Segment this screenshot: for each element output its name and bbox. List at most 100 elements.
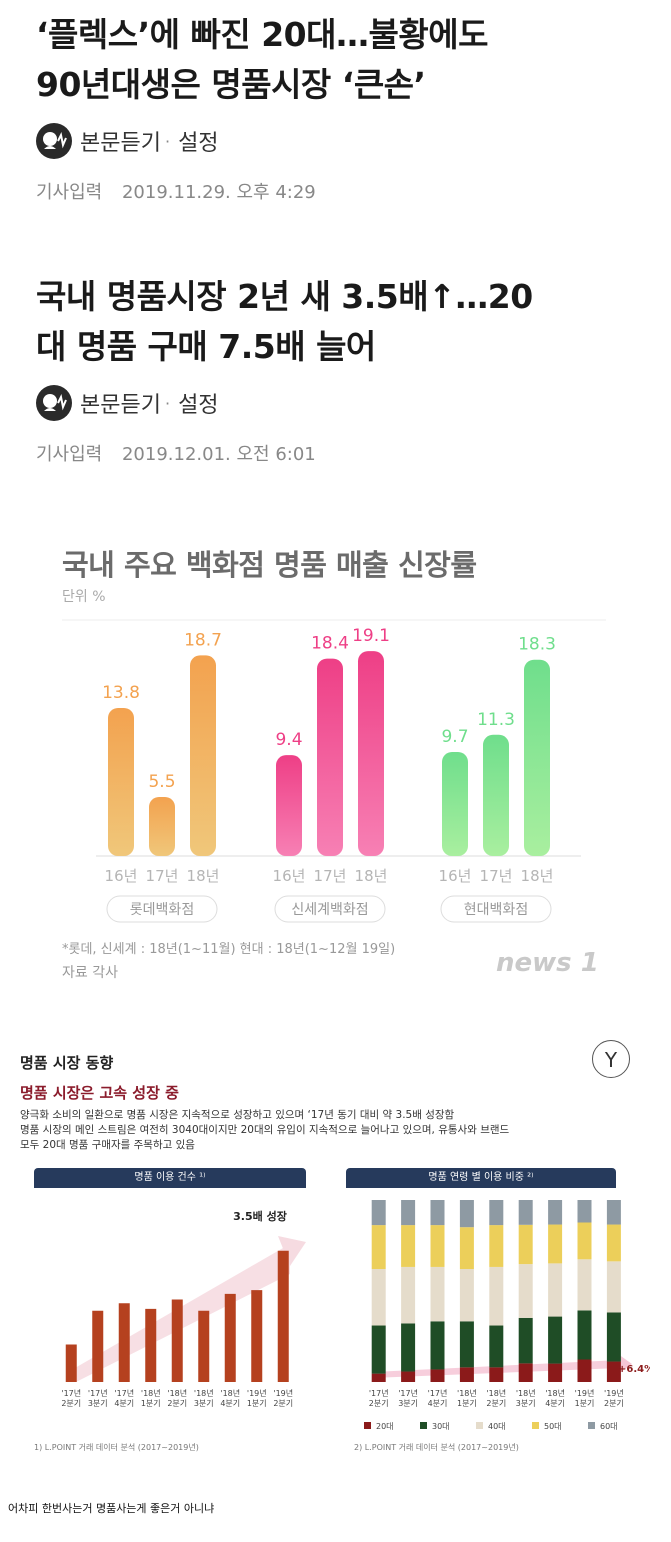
tick-label: '17년 bbox=[88, 1388, 108, 1398]
segment-20대-'17년 4분기 bbox=[430, 1369, 445, 1382]
separator: · bbox=[164, 393, 171, 413]
settings-button[interactable]: 설정 bbox=[178, 131, 219, 156]
usage-count-panel-header: 명품 이용 건수 ¹⁾ bbox=[34, 1168, 306, 1188]
listen-row: 본문듣기 · 설정 bbox=[36, 122, 646, 160]
segment-50대-'17년 3분기 bbox=[401, 1225, 416, 1267]
legend-swatch bbox=[364, 1422, 371, 1429]
report-title: 명품 시장 동향 bbox=[20, 1054, 114, 1072]
segment-50대-'18년 4분기 bbox=[548, 1224, 563, 1264]
segment-20대-'18년 1분기 bbox=[459, 1367, 474, 1382]
group-pill bbox=[106, 895, 218, 923]
bar-'18년 3분기 bbox=[198, 1310, 210, 1382]
tick-label: 1분기 bbox=[575, 1399, 595, 1408]
bar-현대백화점-17년 bbox=[483, 734, 509, 856]
headline-line-1: 국내 명품시장 2년 새 3.5배↑…20 bbox=[36, 277, 533, 316]
data-label: 5.5 bbox=[148, 772, 175, 792]
chart-source: 자료 각사 bbox=[62, 965, 118, 981]
legend-entry: 40대 bbox=[488, 1422, 506, 1431]
settings-button[interactable]: 설정 bbox=[178, 393, 219, 418]
tick-label: 3분기 bbox=[398, 1399, 418, 1408]
tick-label: 4분기 bbox=[428, 1399, 448, 1408]
tick-label: 18년 bbox=[355, 867, 388, 885]
segment-20대-'18년 3분기 bbox=[518, 1363, 533, 1382]
trend-annotation: +6.4%p bbox=[618, 1364, 650, 1375]
segment-20대-'19년 2분기 bbox=[606, 1361, 621, 1382]
chart-title: 국내 주요 백화점 명품 매출 신장률 bbox=[62, 548, 477, 582]
listen-button[interactable]: 본문듣기 bbox=[80, 393, 161, 418]
segment-20대-'18년 4분기 bbox=[548, 1363, 563, 1382]
tick-label: '18년 bbox=[220, 1388, 240, 1398]
segment-40대-'17년 4분기 bbox=[430, 1266, 445, 1322]
usage-count-footnote: 1) L.POINT 거래 데이터 분석 (2017~2019년) bbox=[34, 1443, 199, 1452]
tick-label: 16년 bbox=[105, 867, 138, 885]
segment-20대-'17년 3분기 bbox=[401, 1371, 416, 1382]
tick-label: '17년 bbox=[369, 1388, 389, 1398]
segment-60대-'17년 4분기 bbox=[430, 1200, 445, 1226]
segment-50대-'18년 1분기 bbox=[459, 1227, 474, 1270]
news1-logo: news 1 bbox=[496, 948, 599, 978]
tick-label: 3분기 bbox=[516, 1399, 536, 1408]
report-body-line: 명품 시장의 메인 스트림은 여전히 3040대이지만 20대의 유입이 지속적… bbox=[20, 1124, 510, 1136]
segment-60대-'18년 3분기 bbox=[518, 1200, 533, 1225]
tick-label: 2분기 bbox=[61, 1399, 81, 1408]
article-2-headline[interactable]: 국내 명품시장 2년 새 3.5배↑…20 대 명품 구매 7.5배 늘어 bbox=[36, 272, 646, 372]
tick-label: '19년 bbox=[604, 1388, 624, 1398]
listen-audio-icon[interactable] bbox=[36, 123, 72, 159]
date-value: 2019.11.29. 오후 4:29 bbox=[121, 182, 316, 203]
segment-50대-'18년 3분기 bbox=[518, 1224, 533, 1265]
segment-20대-'18년 2분기 bbox=[489, 1367, 504, 1382]
segment-30대-'17년 2분기 bbox=[371, 1325, 386, 1374]
segment-40대-'19년 1분기 bbox=[577, 1259, 592, 1311]
segment-20대-'17년 2분기 bbox=[371, 1373, 386, 1382]
bar-'17년 4분기 bbox=[118, 1303, 130, 1382]
bar-현대백화점-16년 bbox=[442, 751, 468, 856]
tick-label: 2분기 bbox=[604, 1399, 624, 1408]
growth-annotation: 3.5배 성장 bbox=[233, 1209, 287, 1223]
luxury-market-report: Y 명품 시장 동향 명품 시장은 고속 성장 중 양극화 소비의 일환으로 명… bbox=[14, 1030, 650, 1452]
bar-'19년 1분기 bbox=[251, 1290, 263, 1382]
article-1-headline[interactable]: ‘플렉스’에 빠진 20대…불황에도 90년대생은 명품시장 ‘큰손’ bbox=[36, 10, 646, 110]
bar-롯데백화점-18년 bbox=[190, 655, 216, 856]
age-share-panel-header: 명품 연령 별 이용 비중 ²⁾ bbox=[346, 1168, 616, 1188]
tick-label: '19년 bbox=[273, 1388, 293, 1398]
tick-label: 16년 bbox=[273, 867, 306, 885]
date-label: 기사입력 bbox=[36, 182, 103, 203]
group-pill bbox=[440, 895, 552, 923]
tick-label: 17년 bbox=[480, 867, 513, 885]
legend-swatch bbox=[420, 1422, 427, 1429]
data-label: 19.1 bbox=[352, 626, 390, 646]
segment-40대-'18년 3분기 bbox=[518, 1264, 533, 1318]
segment-60대-'17년 2분기 bbox=[371, 1200, 386, 1226]
data-label: 13.8 bbox=[102, 683, 140, 703]
listen-row: 본문듣기 · 설정 bbox=[36, 384, 646, 422]
dept-store-luxury-growth-chart: 국내 주요 백화점 명품 매출 신장률 단위 % 13.8 16년 5.5 17년 18… bbox=[36, 528, 636, 998]
segment-40대-'19년 2분기 bbox=[606, 1261, 621, 1313]
tick-label: 3분기 bbox=[88, 1399, 108, 1408]
segment-30대-'18년 4분기 bbox=[548, 1316, 563, 1364]
tick-label: 3분기 bbox=[194, 1399, 214, 1408]
listen-button[interactable]: 본문듣기 bbox=[80, 131, 161, 156]
tick-label: 17년 bbox=[146, 867, 179, 885]
tick-label: 2분기 bbox=[167, 1399, 187, 1408]
tick-label: 4분기 bbox=[114, 1399, 134, 1408]
segment-50대-'17년 2분기 bbox=[371, 1225, 386, 1270]
tick-label: '18년 bbox=[457, 1388, 477, 1398]
dateline: 기사입력 2019.11.29. 오후 4:29 bbox=[36, 178, 646, 204]
tick-label: '19년 bbox=[247, 1388, 267, 1398]
tick-label: '17년 bbox=[428, 1388, 448, 1398]
date-value: 2019.12.01. 오전 6:01 bbox=[121, 444, 316, 465]
headline-line-1: ‘플렉스’에 빠진 20대…불황에도 bbox=[36, 15, 488, 54]
legend-entry: 50대 bbox=[544, 1422, 562, 1431]
data-label: 9.7 bbox=[441, 727, 468, 747]
segment-40대-'18년 4분기 bbox=[548, 1263, 563, 1317]
tick-label: 4분기 bbox=[220, 1399, 240, 1408]
segment-50대-'19년 2분기 bbox=[606, 1224, 621, 1262]
bar-롯데백화점-17년 bbox=[149, 797, 175, 856]
report-subtitle: 명품 시장은 고속 성장 중 bbox=[20, 1084, 179, 1102]
listen-audio-icon[interactable] bbox=[36, 385, 72, 421]
segment-30대-'18년 2분기 bbox=[489, 1325, 504, 1368]
segment-20대-'19년 1분기 bbox=[577, 1359, 592, 1382]
segment-40대-'17년 2분기 bbox=[371, 1269, 386, 1326]
segment-50대-'18년 2분기 bbox=[489, 1225, 504, 1267]
